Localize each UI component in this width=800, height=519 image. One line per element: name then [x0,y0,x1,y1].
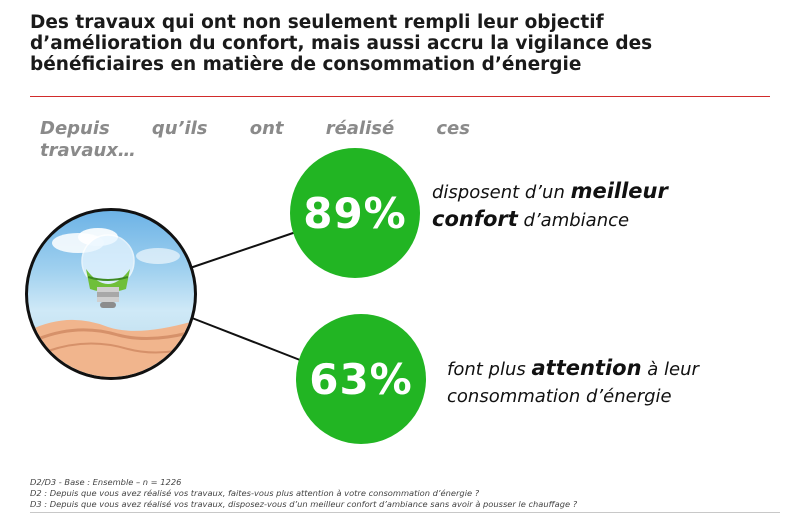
intro-word: réalisé [325,118,395,139]
desc-emphasis: confort [432,207,518,231]
footnote-d3: D3 : Depuis que vous avez réalisé vos tr… [30,499,578,509]
intro-word: ont [249,118,284,139]
intro-line-2: travaux… [40,140,136,161]
footnote-d2: D2 : Depuis que vous avez réalisé vos tr… [30,488,480,498]
title-divider [30,96,770,97]
connector-line-bottom [191,317,301,361]
intro-word: qu’ils [151,118,208,139]
stat-circle-comfort: 89% [290,148,420,278]
lightbulb-hands-icon [28,228,194,377]
slide-title: Des travaux qui ont non seulement rempli… [30,12,770,75]
desc-emphasis: attention [531,356,642,380]
stat-circle-attention: 63% [296,314,426,444]
title-line-1: Des travaux qui ont non seulement rempli… [30,12,604,33]
desc-text: à leur [641,359,699,380]
stat-description-attention: font plus attention à leur consommation … [447,355,699,410]
desc-text: font plus [447,359,532,380]
stat-value-comfort: 89% [303,188,407,238]
desc-text: d’ambiance [517,210,630,231]
intro-line-1: Depuis qu’ils ont réalisé ces [40,118,470,140]
title-line-3: bénéficiaires en matière de consommation… [30,54,582,75]
intro-word: ces [436,118,470,139]
footer-divider [30,512,780,513]
stat-value-attention: 63% [309,354,413,404]
stat-description-comfort: disposent d’un meilleur confort d’ambian… [432,178,668,234]
desc-emphasis: meilleur [570,179,668,203]
title-line-2: d’amélioration du confort, mais aussi ac… [30,33,653,54]
intro-word: Depuis [40,118,110,139]
footnote: D2/D3 - Base : Ensemble – n = 1226 D2 : … [30,477,780,510]
lightbulb-illustration [25,208,197,380]
footnote-base: D2/D3 - Base : Ensemble – n = 1226 [30,477,182,487]
intro-text: Depuis qu’ils ont réalisé ces travaux… [40,118,470,162]
desc-text: consommation d’énergie [447,386,672,407]
desc-text: disposent d’un [432,182,571,203]
connector-line-top [189,231,297,269]
